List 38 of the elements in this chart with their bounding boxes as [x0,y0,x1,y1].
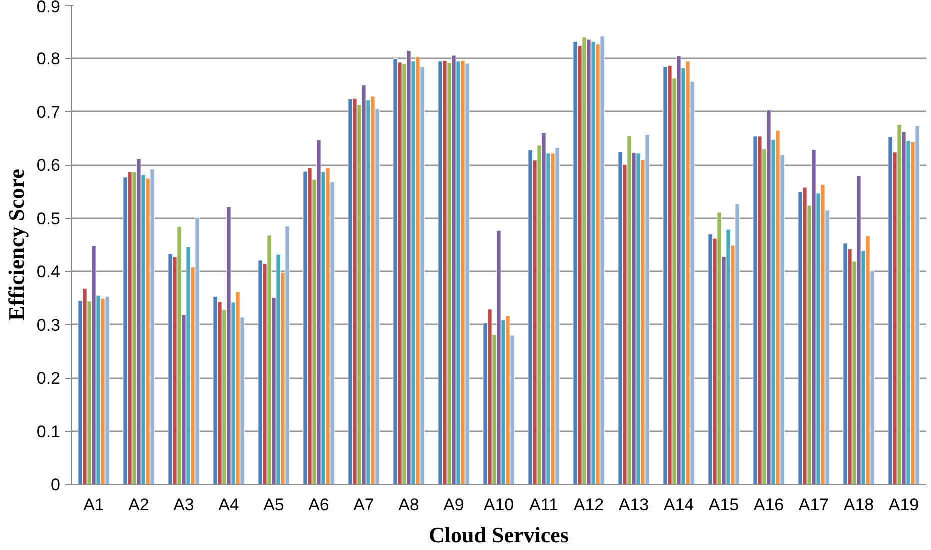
y-tick-label: 0.2 [36,369,61,388]
x-tick-label: A6 [308,496,330,514]
x-tick-label: A19 [888,496,920,514]
bar [708,234,713,484]
y-tick-label: 0.3 [36,316,61,335]
x-tick-label: A4 [218,496,240,514]
x-tick-label: A18 [844,496,874,514]
bar [168,254,173,484]
y-tick-label: 0 [51,476,61,494]
x-tick-label: A8 [398,496,420,514]
y-tick-label: 0.6 [36,156,61,176]
x-tick-label: A10 [484,496,514,514]
x-tick-label: A11 [530,496,559,514]
x-tick-label: A14 [664,496,694,514]
bar [888,136,893,484]
y-axis-title: Efficiency Score [4,168,29,321]
bar [258,260,263,484]
y-tick-label: 0.7 [36,102,61,122]
x-tick-label: A9 [444,496,464,514]
y-tick-label: 0.5 [36,209,61,228]
x-tick-label: A13 [618,496,650,514]
bar [573,41,578,484]
x-tick-label: A2 [128,496,150,514]
y-tick-label: 0.1 [36,422,61,442]
bar [618,152,623,484]
x-tick-label: A1 [84,496,104,514]
x-tick-label: A3 [174,496,194,514]
x-tick-label: A7 [354,496,374,514]
y-tick-label: 0.8 [36,50,61,69]
x-tick-label: A17 [798,496,830,514]
y-tick-label: 0.4 [36,262,61,282]
x-tick-label: A12 [574,496,604,514]
x-tick-label: A5 [264,496,284,514]
bar [528,150,533,484]
x-tick-label: A16 [754,496,784,514]
x-tick-label: A15 [708,496,740,514]
x-axis-title: Cloud Services [429,522,570,548]
y-tick-label: 0.9 [36,0,61,16]
